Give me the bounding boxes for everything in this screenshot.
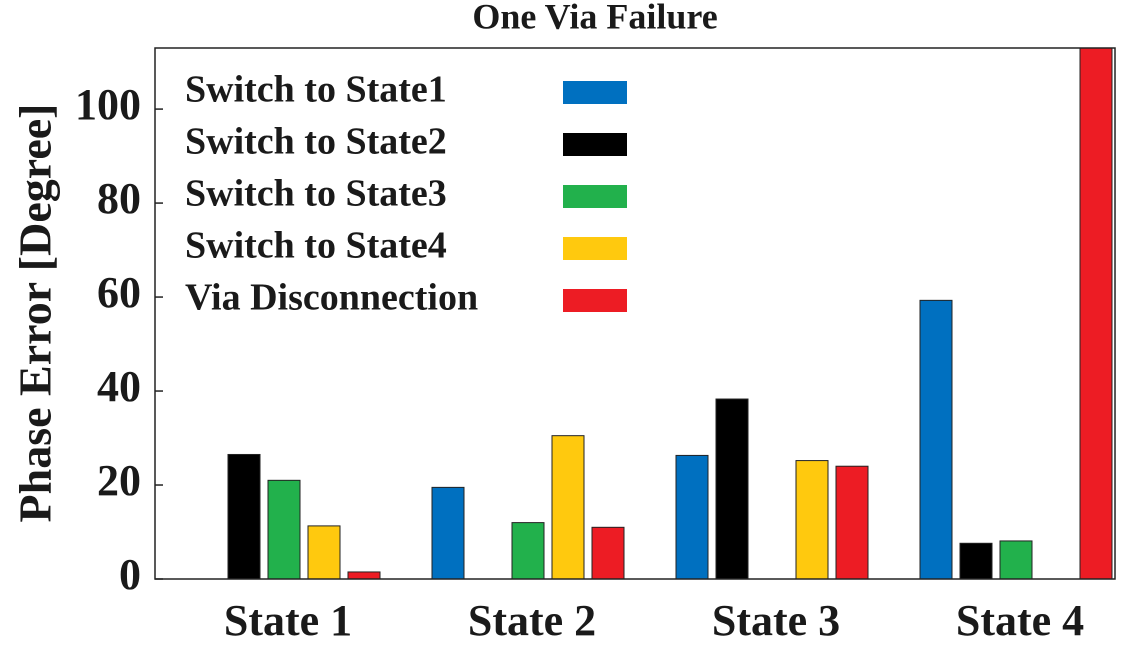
y-tick-label: 20 [97,456,141,505]
legend-label: Switch to State3 [185,173,447,215]
x-tick-label: State 4 [956,596,1084,645]
bar [551,435,585,579]
legend-label: Switch to State2 [185,121,447,163]
bars [227,48,1113,579]
bar [347,571,381,579]
legend-label: Switch to State1 [185,69,447,111]
bar [919,299,953,579]
legend-swatch [563,185,627,208]
bar [267,479,301,579]
bar [227,453,261,579]
y-tick-label: 0 [119,550,141,599]
legend-swatch [563,237,627,260]
legend-swatch [563,81,627,104]
y-tick-label: 100 [75,80,141,129]
bar [431,486,465,579]
y-axis-label: Phase Error [Degree] [10,104,61,523]
x-tick-label: State 1 [224,596,352,645]
y-tick-label: 80 [97,174,141,223]
plot-frame [154,47,1116,580]
bar [715,398,749,579]
bar [795,460,829,579]
legend-swatch [563,133,627,156]
legend-swatch [563,289,627,312]
chart-title: One Via Failure [472,0,717,36]
legend-label: Via Disconnection [185,277,478,319]
bar [959,542,993,579]
x-tick-label: State 3 [712,596,840,645]
bar [511,522,545,579]
bar [591,526,625,579]
y-tick-label: 60 [97,268,141,317]
bar [835,465,869,579]
bar [675,454,709,579]
bar [307,525,341,579]
y-tick-label: 40 [97,362,141,411]
x-tick-label: State 2 [468,596,596,645]
legend-label: Switch to State4 [185,225,447,267]
bar [999,540,1033,579]
bar [1079,48,1113,579]
